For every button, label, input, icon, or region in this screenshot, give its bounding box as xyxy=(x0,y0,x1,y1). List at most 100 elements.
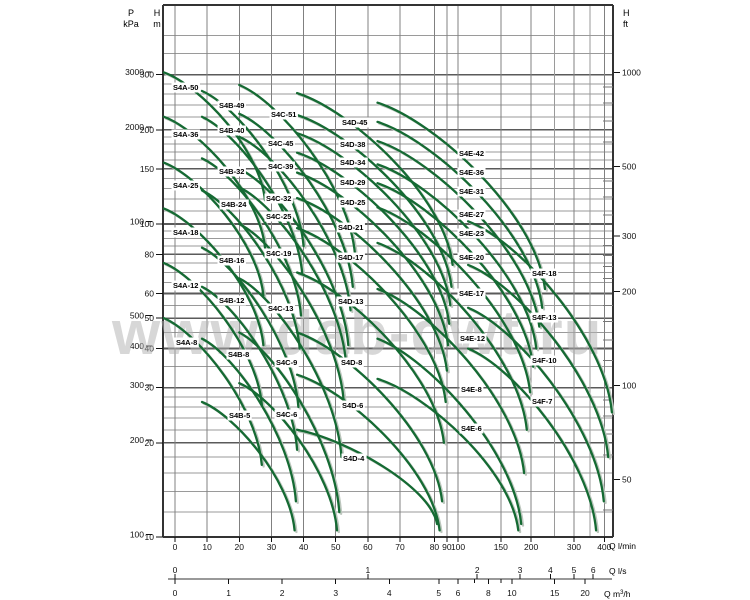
curve-label-S4E-27: S4E-27 xyxy=(459,210,484,219)
svg-text:40: 40 xyxy=(145,344,155,354)
curve-label-S4D-38: S4D-38 xyxy=(340,140,365,149)
curve-S4C-9 xyxy=(238,331,341,514)
curve-S4D-4 xyxy=(295,428,439,526)
curve-label-S4C-19: S4C-19 xyxy=(266,249,291,258)
svg-text:3000: 3000 xyxy=(125,67,144,77)
curve-label-S4B-49: S4B-49 xyxy=(219,101,244,110)
curve-S4E-17 xyxy=(376,241,528,431)
curve-label-S4E-8: S4E-8 xyxy=(461,385,482,394)
head-ft-axis-title-symbol: H xyxy=(623,8,630,18)
curve-shadow-S4E-8 xyxy=(378,339,525,527)
curve-label-S4E-12: S4E-12 xyxy=(460,334,485,343)
svg-text:0: 0 xyxy=(173,565,178,575)
curve-labels: S4A-50 S4A-36 S4A-25 S4A-18 S4A-12 S4A-8 S4B-4… xyxy=(171,82,559,464)
curve-label-S4D-13: S4D-13 xyxy=(338,297,363,306)
curve-S4D-17 xyxy=(295,226,447,404)
pump-curves xyxy=(162,71,614,532)
curve-label-S4B-32: S4B-32 xyxy=(219,167,244,176)
curve-label-S4F-10: S4F-10 xyxy=(532,356,557,365)
curve-S4C-32 xyxy=(238,167,350,347)
flow-lmin-unit-label: Q l/min xyxy=(609,541,636,551)
curve-S4D-29 xyxy=(295,151,451,325)
svg-text:60: 60 xyxy=(363,542,373,552)
curve-S4B-49 xyxy=(200,89,305,248)
pressure-axis-title-unit: kPa xyxy=(123,19,139,29)
svg-text:300: 300 xyxy=(130,380,144,390)
svg-text:0: 0 xyxy=(173,542,178,552)
curve-label-S4C-6: S4C-6 xyxy=(276,410,297,419)
svg-text:8: 8 xyxy=(486,588,491,598)
svg-text:500: 500 xyxy=(622,162,636,172)
curve-S4E-8 xyxy=(376,337,523,526)
curve-label-S4A-8: S4A-8 xyxy=(176,338,197,347)
curve-label-S4A-25: S4A-25 xyxy=(173,181,198,190)
svg-text:50: 50 xyxy=(331,542,341,552)
curve-label-S4F-18: S4F-18 xyxy=(532,269,557,278)
curve-S4E-20 xyxy=(376,206,532,394)
svg-text:20: 20 xyxy=(145,438,155,448)
curve-label-S4B-12: S4B-12 xyxy=(219,296,244,305)
curve-S4D-34 xyxy=(295,132,452,307)
axis-headers: P kPa H m H ft Q l/min Q l/s Q m3/h xyxy=(123,8,636,599)
curve-S4B-5 xyxy=(200,400,296,532)
curve-label-S4A-18: S4A-18 xyxy=(173,228,198,237)
curve-S4C-19 xyxy=(238,222,345,404)
svg-text:3: 3 xyxy=(333,588,338,598)
curve-label-S4D-4: S4D-4 xyxy=(343,454,365,463)
head-m-axis-title-unit: m xyxy=(153,19,161,29)
svg-text:2: 2 xyxy=(475,565,480,575)
svg-text:100: 100 xyxy=(140,219,154,229)
curve-label-S4C-13: S4C-13 xyxy=(268,304,293,313)
curve-label-S4E-23: S4E-23 xyxy=(459,229,484,238)
svg-text:150: 150 xyxy=(140,164,154,174)
svg-text:200: 200 xyxy=(140,125,154,135)
curve-label-S4E-20: S4E-20 xyxy=(459,253,484,262)
curve-S4D-25 xyxy=(295,171,450,347)
svg-text:200: 200 xyxy=(130,435,144,445)
svg-text:5: 5 xyxy=(436,588,441,598)
svg-text:100: 100 xyxy=(622,381,636,391)
curve-S4B-32 xyxy=(200,157,303,317)
curve-label-S4A-12: S4A-12 xyxy=(173,281,198,290)
svg-text:2000: 2000 xyxy=(125,122,144,132)
svg-text:30: 30 xyxy=(267,542,277,552)
curve-label-S4B-40: S4B-40 xyxy=(219,126,244,135)
svg-text:150: 150 xyxy=(494,542,508,552)
flow-m3h-unit-label: Q m3/h xyxy=(604,589,631,599)
curve-label-S4A-50: S4A-50 xyxy=(173,83,198,92)
secondary-flow-axes: 0 1 2 3 4 5 6 0 1 2 3 4 5 6 8 10 15 20 xyxy=(168,565,612,598)
curve-label-S4D-21: S4D-21 xyxy=(338,223,363,232)
curve-S4C-13 xyxy=(238,277,343,459)
curve-label-S4D-29: S4D-29 xyxy=(340,178,365,187)
curve-label-S4E-36: S4E-36 xyxy=(459,168,484,177)
svg-text:20: 20 xyxy=(580,588,590,598)
svg-text:10: 10 xyxy=(507,588,517,598)
svg-text:100: 100 xyxy=(451,542,465,552)
curve-label-S4B-16: S4B-16 xyxy=(219,256,244,265)
curve-S4F-10 xyxy=(466,306,605,503)
curve-S4B-24 xyxy=(200,189,301,350)
svg-text:20: 20 xyxy=(235,542,245,552)
svg-text:4: 4 xyxy=(548,565,553,575)
curve-label-S4D-34: S4D-34 xyxy=(340,158,366,167)
curve-S4D-45 xyxy=(295,91,454,267)
svg-text:300: 300 xyxy=(140,70,154,80)
pressure-axis-title-symbol: P xyxy=(128,8,134,18)
curve-S4C-39 xyxy=(238,135,352,312)
curve-S4F-7 xyxy=(466,347,598,532)
curve-S4C-6 xyxy=(238,382,339,532)
curve-S4A-50 xyxy=(162,71,267,202)
curve-S4B-8 xyxy=(200,337,298,503)
curve-label-S4D-17: S4D-17 xyxy=(338,253,363,262)
curve-label-S4A-36: S4A-36 xyxy=(173,130,198,139)
curve-label-S4C-9: S4C-9 xyxy=(276,358,297,367)
curve-label-S4B-24: S4B-24 xyxy=(221,200,247,209)
curve-S4A-25 xyxy=(162,161,265,297)
curve-S4B-40 xyxy=(200,115,304,276)
svg-text:500: 500 xyxy=(130,311,144,321)
curve-S4C-25 xyxy=(238,186,348,365)
svg-text:100: 100 xyxy=(130,529,144,539)
svg-text:1: 1 xyxy=(365,565,370,575)
curve-label-S4B-5: S4B-5 xyxy=(229,411,250,420)
